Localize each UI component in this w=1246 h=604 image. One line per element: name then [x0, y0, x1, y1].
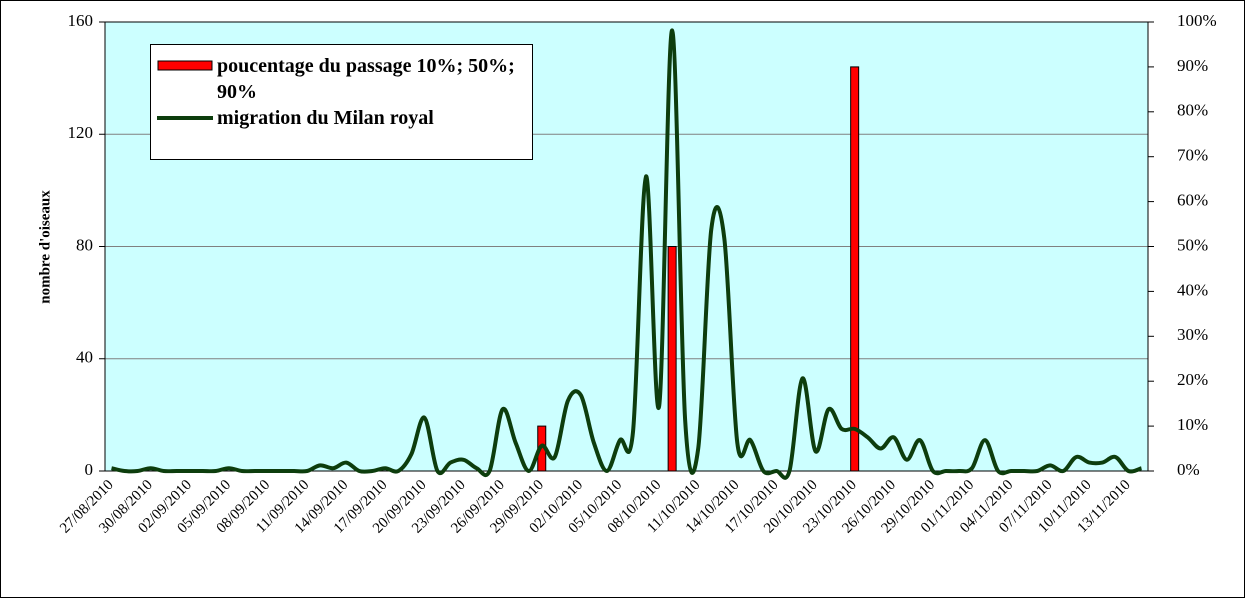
- y2-tick-label: 60%: [1177, 191, 1208, 210]
- y-axis-label: nombre d'oiseaux: [37, 190, 53, 304]
- y2-tick-label: 80%: [1177, 101, 1208, 120]
- legend-label: migration du Milan royal: [217, 107, 434, 129]
- y2-tick-label: 70%: [1177, 146, 1208, 165]
- y2-tick-label: 10%: [1177, 415, 1208, 434]
- plot-border: [104, 21, 1149, 472]
- y-tick-label: 40: [76, 348, 93, 367]
- legend-label: poucentage du passage 10%; 50%; 90%: [217, 55, 515, 103]
- y-tick-label: 120: [68, 123, 94, 142]
- y2-tick-label: 40%: [1177, 280, 1208, 299]
- y2-tick-label: 20%: [1177, 370, 1208, 389]
- y2-tick-label: 0%: [1177, 460, 1200, 479]
- bar: [667, 246, 677, 472]
- y-tick-label: 80: [76, 235, 93, 254]
- y2-tick-label: 100%: [1177, 11, 1217, 30]
- y-tick-label: 160: [68, 11, 94, 30]
- legend-swatch: [157, 116, 213, 120]
- legend-swatch: [157, 60, 213, 71]
- legend-item: migration du Milan royal: [157, 105, 526, 131]
- y2-tick-label: 90%: [1177, 56, 1208, 75]
- bar: [850, 66, 860, 472]
- legend: poucentage du passage 10%; 50%; 90% migra…: [150, 44, 533, 160]
- legend-item: poucentage du passage 10%; 50%; 90%: [157, 53, 526, 105]
- y-tick-label: 0: [85, 460, 94, 479]
- y2-tick-label: 50%: [1177, 235, 1208, 254]
- legend-bar-swatch: [157, 60, 213, 71]
- line: [111, 28, 1143, 480]
- y2-tick-label: 30%: [1177, 325, 1208, 344]
